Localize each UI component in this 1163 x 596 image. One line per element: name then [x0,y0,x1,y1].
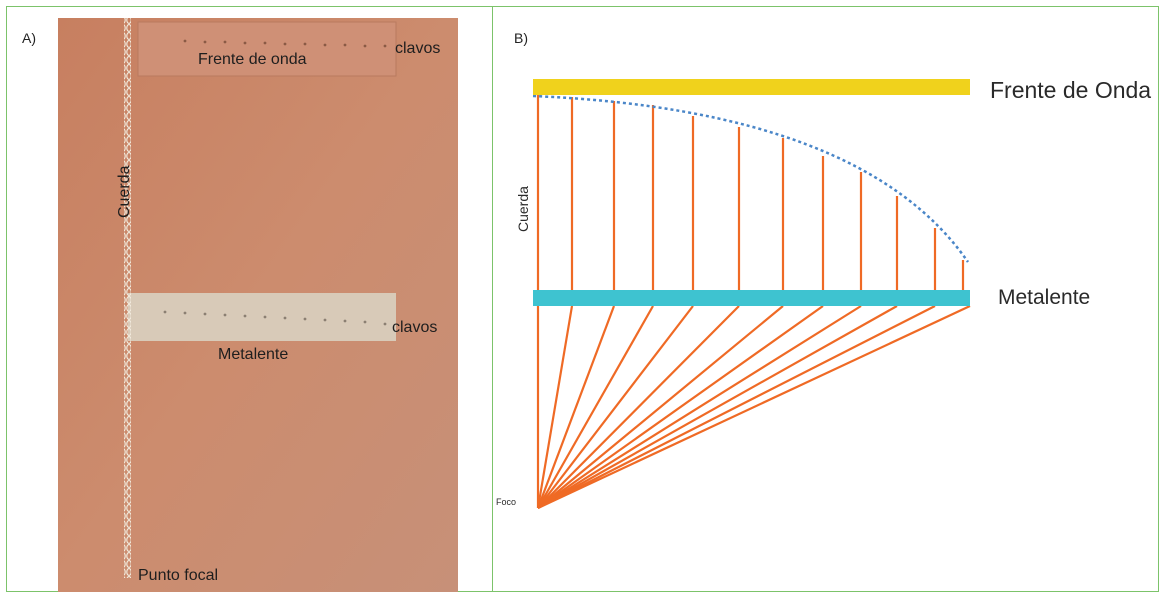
panel-divider [492,6,493,592]
focusing-string-6 [537,305,740,509]
setup-photo: Frente de onda clavos Cuerda clavos Meta… [58,18,458,592]
photo-label-focal-point: Punto focal [138,567,218,584]
photo-label-wavefront: Frente de onda [198,51,307,68]
metalens-bar [533,290,970,306]
focusing-string-10 [537,305,898,509]
focusing-string-12 [537,305,971,509]
string-segments [536,92,971,509]
focusing-string-2 [536,305,574,509]
focusing-string-4 [537,305,654,509]
focusing-string-7 [537,305,784,509]
focusing-string-5 [537,305,694,509]
panel-a-label: A) [22,30,36,46]
top-nail-row [183,39,387,48]
photo-label-nails-bottom: clavos [392,319,437,336]
label-wavefront: Frente de Onda [990,77,1151,103]
focusing-string-8 [537,305,824,509]
photo-label-nails-top: clavos [395,40,440,57]
focusing-string-9 [537,305,862,509]
metalens-strip [128,293,396,341]
metalens-schematic: Frente de Onda Metalente Cuerda Foco [496,77,1151,509]
wavefront-curve [532,94,970,263]
label-focus: Foco [496,497,516,507]
photo-label-string: Cuerda [116,165,133,218]
bottom-nail-row [163,310,387,326]
focusing-string-11 [537,305,936,509]
figure-frame [6,6,1159,592]
wavefront-bar [533,79,970,95]
label-metalens: Metalente [998,286,1090,309]
wavefront-strip [137,21,397,77]
photo-label-metalens: Metalente [218,346,288,363]
label-string: Cuerda [515,186,531,232]
chain-string [124,18,131,578]
focusing-string-3 [536,305,616,509]
panel-b-label: B) [514,30,528,46]
